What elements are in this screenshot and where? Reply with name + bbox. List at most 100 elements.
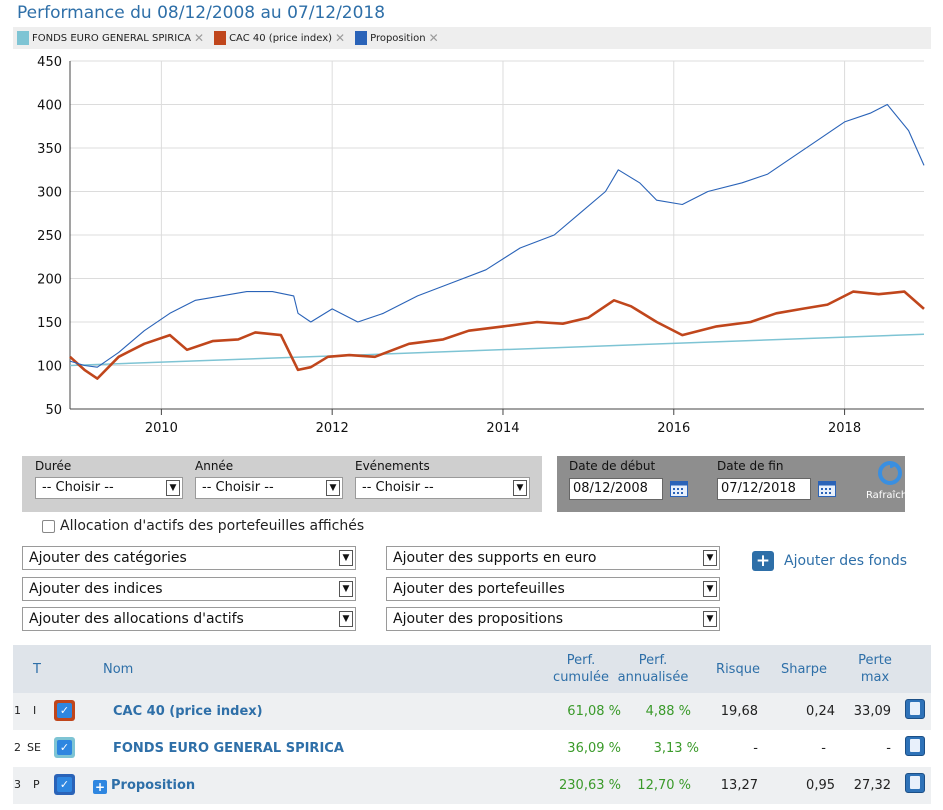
add-supports-euro-select[interactable]: Ajouter des supports en euro ▼ bbox=[386, 546, 720, 570]
close-icon[interactable]: ✕ bbox=[428, 31, 439, 45]
perf-annualisee-cell: 12,70 % bbox=[637, 778, 691, 793]
add-categories-select[interactable]: Ajouter des catégories ▼ bbox=[22, 546, 356, 570]
header-sharpe: Sharpe bbox=[780, 662, 828, 677]
legend-label: CAC 40 (price index) bbox=[229, 32, 333, 44]
calendar-icon[interactable] bbox=[670, 481, 688, 497]
row-index: 3 bbox=[14, 778, 21, 791]
sharpe-cell: - bbox=[821, 741, 826, 756]
page-title: Performance du 08/12/2008 au 07/12/2018 bbox=[17, 3, 386, 23]
series-line-proposition bbox=[69, 103, 925, 368]
risque-cell: 13,27 bbox=[720, 778, 758, 793]
header-perf-annualisee: Perf. annualisée bbox=[615, 652, 691, 686]
row-type: P bbox=[33, 778, 40, 791]
chevron-down-icon: ▼ bbox=[339, 550, 353, 566]
y-tick-label: 450 bbox=[37, 55, 62, 70]
duree-value: -- Choisir -- bbox=[42, 480, 114, 495]
evenements-label: Evénements bbox=[355, 459, 430, 473]
allocation-checkbox-label: Allocation d'actifs des portefeuilles af… bbox=[60, 518, 365, 534]
legend-swatch bbox=[17, 31, 29, 45]
add-allocations-select[interactable]: Ajouter des allocations d'actifs ▼ bbox=[22, 607, 356, 631]
allocation-checkbox[interactable] bbox=[42, 519, 55, 533]
legend-item-cac40: CAC 40 (price index) ✕ bbox=[214, 31, 345, 45]
results-table: T Nom Perf. cumulée Perf. annualisée Ris… bbox=[13, 645, 931, 804]
row-index: 1 bbox=[14, 704, 21, 717]
add-funds-label: Ajouter des fonds bbox=[784, 553, 908, 569]
add-supports-euro-label: Ajouter des supports en euro bbox=[393, 550, 597, 566]
date-fin-input[interactable]: 07/12/2018 bbox=[717, 478, 811, 500]
perf-cumulee-cell: 230,63 % bbox=[559, 778, 621, 793]
sharpe-cell: 0,24 bbox=[806, 704, 835, 719]
check-icon: ✓ bbox=[57, 740, 72, 755]
series-visibility-checkbox[interactable]: ✓ bbox=[54, 737, 75, 758]
refresh-label: Rafraîchir bbox=[865, 490, 915, 501]
x-tick-label: 2010 bbox=[145, 421, 178, 436]
document-icon[interactable] bbox=[905, 699, 925, 719]
header-perf-cumulee-line2: cumulée bbox=[553, 670, 609, 685]
header-type: T bbox=[33, 662, 41, 677]
add-allocations-label: Ajouter des allocations d'actifs bbox=[29, 611, 244, 627]
legend-item-fonds-euro: FONDS EURO GENERAL SPIRICA ✕ bbox=[17, 31, 204, 45]
duree-label: Durée bbox=[35, 459, 72, 473]
add-indices-select[interactable]: Ajouter des indices ▼ bbox=[22, 577, 356, 601]
calendar-icon[interactable] bbox=[818, 481, 836, 497]
header-perte-max: Perte max bbox=[845, 652, 905, 686]
perte-max-cell: - bbox=[886, 741, 891, 756]
table-row: 1 I ✓ CAC 40 (price index) 61,08 % 4,88 … bbox=[13, 693, 931, 730]
evenements-select[interactable]: -- Choisir -- ▼ bbox=[355, 477, 530, 499]
date-panel: Date de début 08/12/2008 Date de fin 07/… bbox=[557, 456, 905, 512]
close-icon[interactable]: ✕ bbox=[335, 31, 346, 45]
perf-annualisee-cell: 4,88 % bbox=[645, 704, 691, 719]
chevron-down-icon: ▼ bbox=[513, 480, 527, 496]
header-perte-max-line1: Perte bbox=[858, 653, 892, 668]
series-visibility-checkbox[interactable]: ✓ bbox=[54, 700, 75, 721]
add-portefeuilles-select[interactable]: Ajouter des portefeuilles ▼ bbox=[386, 577, 720, 601]
performance-chart: 450 400 350 300 250 200 150 100 50 2010 2012 2014 20… bbox=[37, 55, 925, 436]
y-tick-label: 150 bbox=[37, 316, 62, 331]
add-propositions-label: Ajouter des propositions bbox=[393, 611, 564, 627]
perf-annualisee-cell: 3,13 % bbox=[653, 741, 699, 756]
refresh-button[interactable]: Rafraîchir bbox=[855, 460, 925, 501]
date-fin-label: Date de fin bbox=[717, 459, 784, 473]
perte-max-cell: 33,09 bbox=[853, 704, 891, 719]
x-tick-label: 2018 bbox=[828, 421, 861, 436]
add-indices-label: Ajouter des indices bbox=[29, 581, 163, 597]
fund-name-link[interactable]: + Proposition bbox=[93, 778, 195, 794]
header-perf-cumulee-line1: Perf. bbox=[566, 653, 596, 668]
header-risque: Risque bbox=[716, 662, 760, 677]
table-row: 2 SE ✓ FONDS EURO GENERAL SPIRICA 36,09 … bbox=[13, 730, 931, 767]
chevron-down-icon: ▼ bbox=[339, 611, 353, 627]
series-line-cac40 bbox=[69, 290, 925, 380]
duree-select[interactable]: -- Choisir -- ▼ bbox=[35, 477, 183, 499]
allocation-checkbox-row[interactable]: Allocation d'actifs des portefeuilles af… bbox=[42, 518, 364, 534]
header-name: Nom bbox=[103, 662, 134, 677]
chevron-down-icon: ▼ bbox=[166, 480, 180, 496]
risque-cell: 19,68 bbox=[720, 704, 758, 719]
perte-max-cell: 27,32 bbox=[853, 778, 891, 793]
legend-item-proposition: Proposition ✕ bbox=[355, 31, 439, 45]
x-tick-label: 2016 bbox=[657, 421, 690, 436]
add-funds-button[interactable]: + Ajouter des fonds bbox=[752, 551, 907, 571]
date-debut-input[interactable]: 08/12/2008 bbox=[569, 478, 663, 500]
expand-icon[interactable]: + bbox=[93, 780, 107, 794]
legend-label: FONDS EURO GENERAL SPIRICA bbox=[32, 32, 192, 44]
annee-select[interactable]: -- Choisir -- ▼ bbox=[195, 477, 343, 499]
y-tick-label: 100 bbox=[37, 360, 62, 375]
annee-label: Année bbox=[195, 459, 234, 473]
close-icon[interactable]: ✕ bbox=[194, 31, 205, 45]
add-propositions-select[interactable]: Ajouter des propositions ▼ bbox=[386, 607, 720, 631]
row-type: SE bbox=[27, 741, 41, 754]
add-portefeuilles-label: Ajouter des portefeuilles bbox=[393, 581, 565, 597]
y-tick-label: 50 bbox=[45, 403, 62, 418]
fund-name-link[interactable]: FONDS EURO GENERAL SPIRICA bbox=[113, 741, 344, 756]
document-icon[interactable] bbox=[905, 736, 925, 756]
header-perf-annualisee-line1: Perf. bbox=[638, 653, 668, 668]
perf-cumulee-cell: 36,09 % bbox=[567, 741, 621, 756]
document-icon[interactable] bbox=[905, 773, 925, 793]
fund-name-link[interactable]: CAC 40 (price index) bbox=[113, 704, 263, 719]
y-tick-label: 400 bbox=[37, 99, 62, 114]
series-visibility-checkbox[interactable]: ✓ bbox=[54, 774, 75, 795]
perf-cumulee-cell: 61,08 % bbox=[567, 704, 621, 719]
series-line-fonds-euro bbox=[69, 333, 925, 367]
chevron-down-icon: ▼ bbox=[339, 581, 353, 597]
annee-value: -- Choisir -- bbox=[202, 480, 274, 495]
